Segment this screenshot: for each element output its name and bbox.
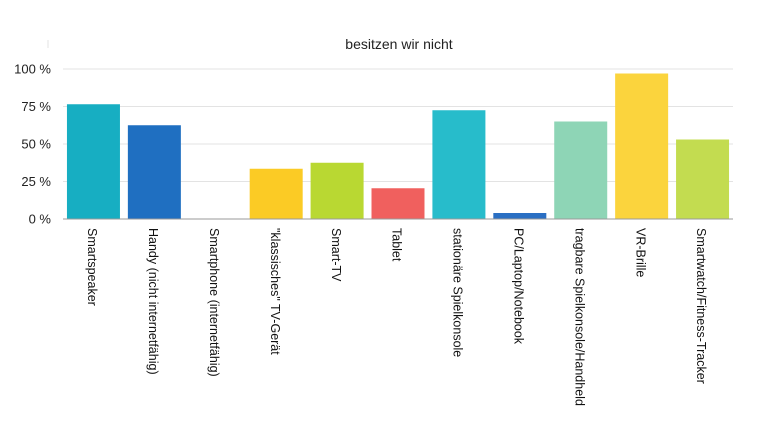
y-axis-ticks: 0 % 25 % 50 % 75 % 100 %: [14, 62, 51, 227]
x-axis-ticks: Smartspeaker Handy (nicht internetfähig) S…: [85, 228, 708, 406]
bar: [615, 73, 669, 219]
bars: [66, 73, 730, 219]
x-tick-label: "klassisches" TV-Gerät: [268, 228, 282, 355]
bar: [676, 139, 730, 219]
y-tick-label: 75 %: [21, 99, 51, 114]
bar: [432, 110, 486, 219]
bar: [66, 104, 120, 219]
bar: [310, 162, 364, 219]
bar: [249, 168, 303, 219]
y-tick-label: 50 %: [21, 137, 51, 152]
x-tick-label: Tablet: [390, 228, 404, 262]
x-tick-label: PC/Laptop/Notebook: [512, 228, 526, 345]
bar: [371, 188, 425, 219]
x-tick-label: Handy (nicht internetfähig): [146, 228, 160, 375]
bar: [493, 213, 547, 219]
y-tick-label: 0 %: [29, 212, 52, 227]
x-tick-label: Smartspeaker: [85, 228, 99, 306]
bar: [127, 125, 181, 219]
x-tick-label: Smartphone (internetfähig): [207, 228, 221, 377]
y-tick-label: 25 %: [21, 174, 51, 189]
x-tick-label: tragbare Spielkonsole/Handheld: [572, 228, 586, 406]
y-tick-label: 100 %: [14, 62, 51, 77]
x-tick-label: stationäre Spielkonsole: [451, 228, 465, 357]
bar: [554, 121, 608, 219]
chart-title: besitzen wir nicht: [345, 36, 452, 52]
x-tick-label: Smart-TV: [329, 228, 343, 282]
x-tick-label: Smartwatch/Fitness-Tracker: [694, 228, 708, 384]
x-tick-label: VR-Brille: [633, 228, 647, 277]
